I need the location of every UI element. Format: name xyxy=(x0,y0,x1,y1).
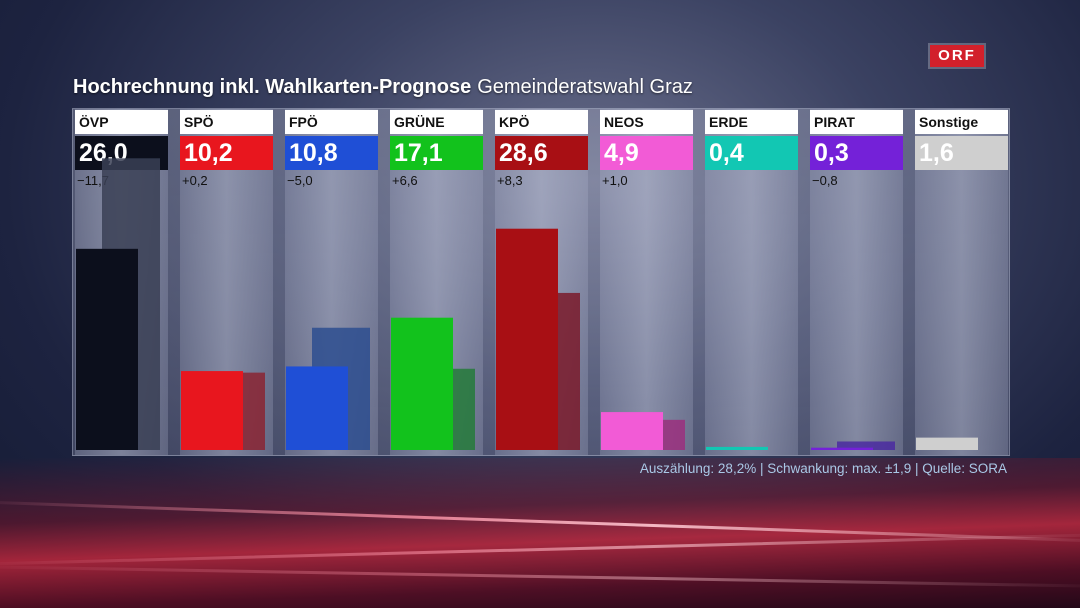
bar-current-spö xyxy=(181,371,243,450)
party-change-label: +6,6 xyxy=(392,173,418,188)
party-value-label: 0,4 xyxy=(705,136,798,170)
party-name-label: GRÜNE xyxy=(390,110,483,134)
party-name-label: NEOS xyxy=(600,110,693,134)
party-column: PIRAT 0,3 −0,8 xyxy=(810,109,903,455)
party-value-label: 4,9 xyxy=(600,136,693,170)
chart-title: Hochrechnung inkl. Wahlkarten-Prognose Ge… xyxy=(73,76,693,99)
bar-current-fpö xyxy=(286,366,348,450)
bar-previous-pirat xyxy=(837,441,895,450)
party-change-label: +0,2 xyxy=(182,173,208,188)
party-name-label: PIRAT xyxy=(810,110,903,134)
bar-current-sonstige xyxy=(916,437,978,450)
party-value-label: 10,8 xyxy=(285,136,378,170)
party-value-label: 28,6 xyxy=(495,136,588,170)
party-name-label: ERDE xyxy=(705,110,798,134)
orf-logo: ORF xyxy=(930,45,984,67)
party-change-label: −0,8 xyxy=(812,173,838,188)
party-column: NEOS 4,9 +1,0 xyxy=(600,109,693,455)
party-change-label: −11,7 xyxy=(77,173,109,188)
chart-title-main: Hochrechnung inkl. Wahlkarten-Prognose xyxy=(73,76,472,98)
source-footer: Auszählung: 28,2% | Schwankung: max. ±1,… xyxy=(639,461,1007,476)
party-name-label: ÖVP xyxy=(75,110,168,134)
bar-current-kpö xyxy=(496,228,558,450)
bar-current-erde xyxy=(706,446,768,450)
party-change-label: +8,3 xyxy=(497,173,523,188)
bar-current-övp xyxy=(76,248,138,450)
party-column: Sonstige 1,6 xyxy=(915,109,1008,455)
bar-current-neos xyxy=(601,412,663,450)
party-value-label: 1,6 xyxy=(915,136,1008,170)
bar-chart xyxy=(76,158,978,450)
party-column: ERDE 0,4 xyxy=(705,109,798,455)
party-change-label: +1,0 xyxy=(602,173,628,188)
party-value-label: 10,2 xyxy=(180,136,273,170)
party-name-label: Sonstige xyxy=(915,110,1008,134)
bar-current-pirat xyxy=(811,447,873,450)
party-change-label: −5,0 xyxy=(287,173,313,188)
party-name-label: KPÖ xyxy=(495,110,588,134)
party-value-label: 17,1 xyxy=(390,136,483,170)
chart-title-sub: Gemeinderatswahl Graz xyxy=(477,76,693,98)
bar-current-grüne xyxy=(391,317,453,450)
party-name-label: FPÖ xyxy=(285,110,378,134)
party-name-label: SPÖ xyxy=(180,110,273,134)
party-value-label: 0,3 xyxy=(810,136,903,170)
